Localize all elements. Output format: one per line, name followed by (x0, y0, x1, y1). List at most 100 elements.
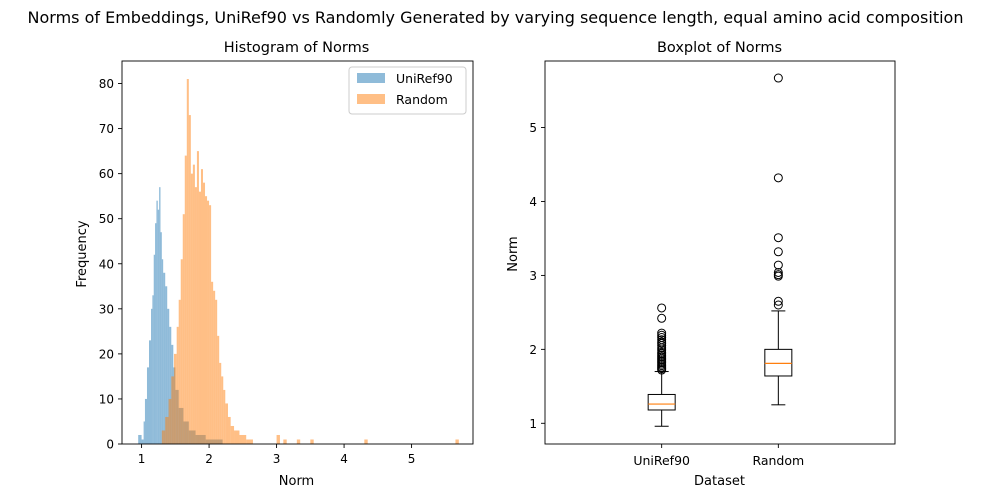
boxplot-outlier-uniref90 (657, 337, 667, 347)
histogram-xtick-label: 5 (408, 452, 416, 466)
legend-swatch-uniref90 (357, 73, 385, 83)
boxplot-ytick-label: 5 (529, 121, 537, 135)
histogram-bar-random (192, 164, 195, 444)
histogram-bar-uniref90 (159, 187, 161, 444)
histogram-ytick-label: 40 (99, 257, 114, 271)
boxplot-outlier-uniref90 (657, 333, 667, 343)
histogram-bar-random (203, 182, 206, 444)
histogram-bar-random (310, 439, 314, 444)
boxplot-ytick-label: 1 (529, 417, 537, 431)
boxplot-outlier-uniref90 (657, 330, 667, 340)
histogram-bar-random (227, 416, 231, 444)
boxplot-marks (647, 73, 793, 427)
histogram-bar-random (184, 155, 187, 444)
histogram-ytick-label: 20 (99, 347, 114, 361)
histogram-ytick-label: 80 (99, 77, 114, 91)
histogram-bar-random (209, 205, 212, 444)
boxplot-outlier-uniref90 (657, 328, 667, 338)
boxplot-outlier-uniref90 (657, 335, 667, 345)
boxplot-frame (544, 60, 896, 445)
boxplot-title: Boxplot of Norms (657, 40, 782, 56)
boxplot-outlier-random (773, 173, 783, 183)
histogram-bar-random (225, 403, 228, 444)
histogram-xtick-label: 3 (273, 452, 281, 466)
histogram-bar-uniref90 (165, 286, 168, 444)
histogram-bar-random (364, 439, 368, 444)
histogram-title: Histogram of Norms (224, 40, 370, 56)
histogram-bar-random (215, 299, 218, 444)
histogram-bar-uniref90 (144, 398, 147, 444)
boxplot-outlier-uniref90 (657, 347, 667, 357)
histogram-bar-uniref90 (157, 209, 160, 444)
histogram-bar-random (186, 79, 189, 445)
boxplot-outlier-random (773, 260, 783, 270)
histogram-bar-random (246, 439, 253, 444)
boxplot-outlier-random (773, 300, 783, 310)
histogram-bar-uniref90 (156, 200, 158, 444)
boxplot-box-uniref90 (647, 393, 676, 411)
histogram-bar-uniref90 (160, 232, 162, 444)
histogram-ytick-label: 0 (106, 438, 114, 452)
histogram-bar-uniref90 (169, 326, 172, 444)
histogram-bar-random (178, 299, 181, 444)
histogram-bar-random (207, 200, 210, 444)
histogram-bar-random (211, 281, 214, 444)
histogram-bar-random (188, 115, 191, 444)
histogram-bar-random (196, 151, 199, 444)
histogram-bar-random (221, 376, 224, 444)
histogram-bars (138, 79, 459, 445)
boxplot-ytick-label: 3 (529, 269, 537, 283)
histogram-bar-random (161, 430, 166, 444)
histogram-bar-uniref90 (151, 308, 153, 444)
histogram-bar-uniref90 (138, 434, 142, 444)
histogram-bar-random (176, 326, 179, 444)
histogram-bar-random (182, 214, 185, 444)
histogram-ytick-label: 70 (99, 122, 114, 136)
histogram-bar-uniref90 (167, 308, 170, 444)
histogram-bar-random (213, 290, 216, 444)
histogram-bar-random (283, 439, 287, 444)
histogram-bar-random (205, 196, 208, 444)
histogram-ytick-label: 60 (99, 167, 114, 181)
boxplot-box-random (764, 348, 793, 377)
histogram-bar-uniref90 (146, 367, 149, 444)
histogram-bar-random (234, 430, 240, 444)
histogram-bar-uniref90 (153, 254, 156, 444)
histogram-bar-random (217, 335, 220, 444)
boxplot-xtick-label: UniRef90 (633, 453, 690, 468)
histogram-bar-random (296, 439, 301, 444)
histogram-bar-uniref90 (161, 259, 164, 444)
histogram-ytick-label: 30 (99, 302, 114, 316)
boxplot-xlabel: Dataset (694, 474, 745, 489)
histogram-bar-random (223, 389, 226, 444)
histogram-xtick-label: 4 (340, 452, 348, 466)
histogram-bar-uniref90 (143, 421, 145, 444)
histogram-bar-random (190, 173, 193, 444)
legend-label-random: Random (396, 92, 448, 107)
histogram-bar-uniref90 (163, 272, 166, 444)
histogram-legend: UniRef90 Random (348, 66, 467, 115)
histogram-bar-random (200, 169, 203, 444)
boxplot-outlier-random (773, 267, 783, 277)
histogram-bar-random (180, 259, 183, 444)
boxplot-outlier-uniref90 (657, 303, 667, 313)
boxplot-ytick-label: 2 (529, 343, 537, 357)
boxplot-outlier-random (773, 73, 783, 83)
histogram-bar-uniref90 (141, 439, 144, 444)
boxplot-ylabel: Norm (506, 236, 521, 271)
legend-swatch-random (357, 94, 385, 104)
histogram-bar-random (194, 187, 197, 444)
histogram-bar-random (239, 434, 247, 444)
histogram-bar-random (173, 353, 177, 444)
histogram-xtick-label: 2 (205, 452, 213, 466)
histogram-ytick-label: 50 (99, 212, 114, 226)
histogram-bar-random (165, 416, 169, 444)
histogram-bar-random (198, 191, 201, 444)
boxplot-ytick-label: 4 (529, 195, 537, 209)
legend-label-uniref90: UniRef90 (396, 71, 453, 86)
histogram-bar-random (168, 398, 172, 444)
histogram-bar-uniref90 (149, 340, 152, 444)
histogram-ytick-label: 10 (99, 392, 114, 406)
histogram-ylabel: Frequency (75, 220, 90, 287)
